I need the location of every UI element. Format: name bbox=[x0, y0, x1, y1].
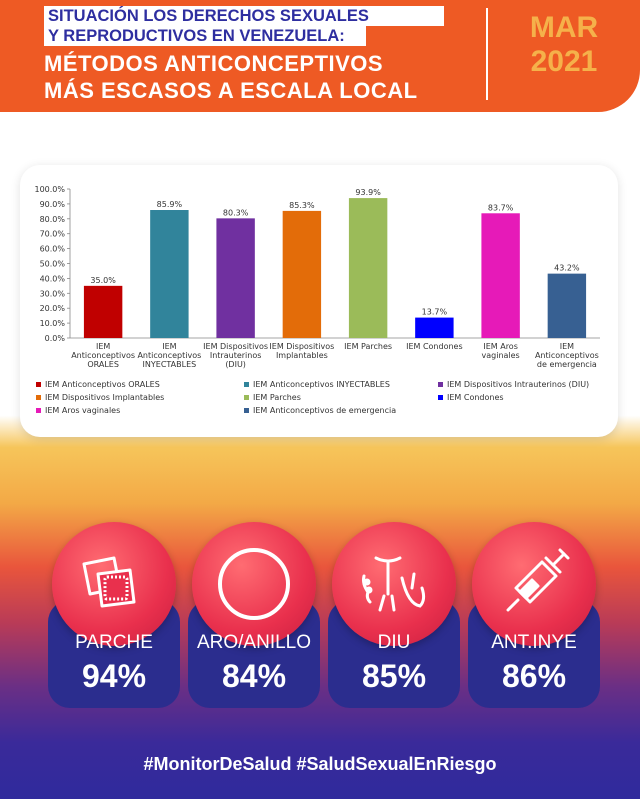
ring-icon bbox=[218, 548, 290, 620]
card-value: 94% bbox=[81, 658, 147, 694]
legend-label: IEM Anticonceptivos INYECTABLES bbox=[253, 380, 390, 389]
legend-label: IEM Dispositivos Intrauterinos (DIU) bbox=[447, 380, 590, 389]
legend-label: IEM Dispositivos Implantables bbox=[45, 393, 165, 402]
iud-icon bbox=[362, 556, 426, 612]
legend-label: IEM Aros vaginales bbox=[45, 406, 121, 415]
bar-data-label: 83.7% bbox=[488, 203, 514, 212]
legend-label: IEM Condones bbox=[447, 393, 504, 402]
legend-swatch bbox=[36, 408, 41, 413]
card-value: 85% bbox=[361, 658, 427, 694]
legend-swatch bbox=[36, 395, 41, 400]
bar-data-label: 13.7% bbox=[422, 308, 448, 317]
card-label: ARO/ANILLO bbox=[196, 632, 312, 653]
card-diu: DIU 85% bbox=[328, 522, 460, 708]
card-icon-circle bbox=[52, 522, 176, 646]
bar-data-label: 43.2% bbox=[554, 264, 580, 273]
header-year: 2021 bbox=[530, 45, 598, 78]
category-label: IEM Parches bbox=[344, 342, 392, 351]
bar-data-label: 93.9% bbox=[355, 188, 381, 197]
card-label: DIU bbox=[377, 632, 411, 653]
bar bbox=[547, 273, 587, 338]
y-tick-label: 10.0% bbox=[40, 319, 66, 328]
card-label: ANT.INYE bbox=[491, 632, 577, 653]
bar-data-label: 85.3% bbox=[289, 201, 315, 210]
y-tick-label: 30.0% bbox=[40, 289, 66, 298]
bar bbox=[216, 218, 255, 338]
chart-card: 0.0% 10.0% 20.0% 30.0% 40.0% 50.0% 60.0% 70.0% 8… bbox=[20, 165, 618, 437]
y-tick-label: 20.0% bbox=[40, 304, 66, 313]
bar-data-label: 80.3% bbox=[223, 208, 249, 217]
legend-swatch bbox=[438, 395, 443, 400]
legend-label: IEM Anticonceptivos ORALES bbox=[45, 380, 160, 389]
y-tick-label: 90.0% bbox=[40, 200, 66, 209]
bar bbox=[282, 210, 322, 338]
category-label: IEM Anticonceptivos de emergencia bbox=[535, 342, 599, 369]
header-subtitle-line2: Y REPRODUCTIVOS EN VENEZUELA: bbox=[44, 26, 366, 46]
header-subtitle-line1: SITUACIÓN LOS DERECHOS SEXUALES bbox=[44, 6, 444, 26]
footer-hashtags: #MonitorDeSalud #SaludSexualEnRiesgo bbox=[143, 754, 497, 774]
y-tick-label: 0.0% bbox=[45, 334, 66, 343]
legend-item: IEM Dispositivos Implantables bbox=[36, 393, 164, 402]
legend-item: IEM Anticonceptivos de emergencia bbox=[244, 406, 396, 415]
legend-item: IEM Aros vaginales bbox=[36, 406, 120, 415]
bar bbox=[481, 213, 520, 338]
legend-swatch bbox=[244, 408, 249, 413]
header-title-line1: MÉTODOS ANTICONCEPTIVOS bbox=[44, 51, 384, 76]
bar bbox=[83, 285, 123, 338]
header-month: MAR bbox=[529, 11, 599, 44]
y-tick-label: 40.0% bbox=[40, 274, 66, 283]
card-parche: PARCHE 94% bbox=[48, 522, 180, 708]
header-divider bbox=[486, 8, 488, 100]
legend-item: IEM Dispositivos Intrauterinos (DIU) bbox=[438, 380, 589, 389]
legend-item: IEM Condones bbox=[438, 393, 504, 402]
category-label: IEM Anticonceptivos INYECTABLES bbox=[137, 342, 201, 369]
header-banner: SITUACIÓN LOS DERECHOS SEXUALES Y REPROD… bbox=[0, 0, 640, 112]
bar bbox=[150, 210, 189, 338]
card-aro: ARO/ANILLO 84% bbox=[188, 522, 320, 708]
card-icon-circle bbox=[332, 522, 456, 646]
category-label: IEM Condones bbox=[406, 342, 463, 351]
card-ant-inye: ANT.INYE 86% bbox=[468, 522, 600, 708]
legend-swatch bbox=[36, 382, 41, 387]
y-tick-label: 50.0% bbox=[40, 260, 66, 269]
y-tick-label: 80.0% bbox=[40, 215, 66, 224]
category-label: IEM Dispositivos Intrauterinos (DIU) bbox=[203, 342, 268, 369]
card-value: 84% bbox=[221, 658, 287, 694]
card-icon-circle bbox=[192, 522, 316, 646]
bar-data-label: 35.0% bbox=[90, 276, 116, 285]
legend-swatch bbox=[244, 382, 249, 387]
category-label: IEM Dispositivos Implantables bbox=[269, 342, 334, 360]
bar bbox=[348, 198, 388, 338]
legend-item: IEM Parches bbox=[244, 393, 301, 402]
card-value: 86% bbox=[501, 658, 567, 694]
header-title-line2: MÁS ESCASOS A ESCALA LOCAL bbox=[44, 78, 418, 103]
category-label: IEM Anticonceptivos ORALES bbox=[71, 342, 135, 369]
legend-swatch bbox=[244, 395, 249, 400]
patch-icon bbox=[82, 556, 136, 608]
bar bbox=[415, 317, 454, 338]
y-tick-label: 100.0% bbox=[34, 185, 65, 194]
bar-chart: 0.0% 10.0% 20.0% 30.0% 40.0% 50.0% 60.0% 70.0% 8… bbox=[34, 185, 600, 369]
legend-item: IEM Anticonceptivos INYECTABLES bbox=[244, 380, 390, 389]
category-label: IEM Aros vaginales bbox=[482, 342, 520, 360]
bar-data-label: 85.9% bbox=[157, 200, 183, 209]
y-tick-label: 70.0% bbox=[40, 230, 66, 239]
legend-swatch bbox=[438, 382, 443, 387]
legend-label: IEM Parches bbox=[253, 393, 301, 402]
card-label: PARCHE bbox=[75, 632, 153, 653]
legend-label: IEM Anticonceptivos de emergencia bbox=[253, 406, 397, 415]
card-icon-circle bbox=[472, 522, 596, 646]
legend-item: IEM Anticonceptivos ORALES bbox=[36, 380, 160, 389]
syringe-icon bbox=[506, 548, 570, 612]
y-tick-label: 60.0% bbox=[40, 245, 66, 254]
